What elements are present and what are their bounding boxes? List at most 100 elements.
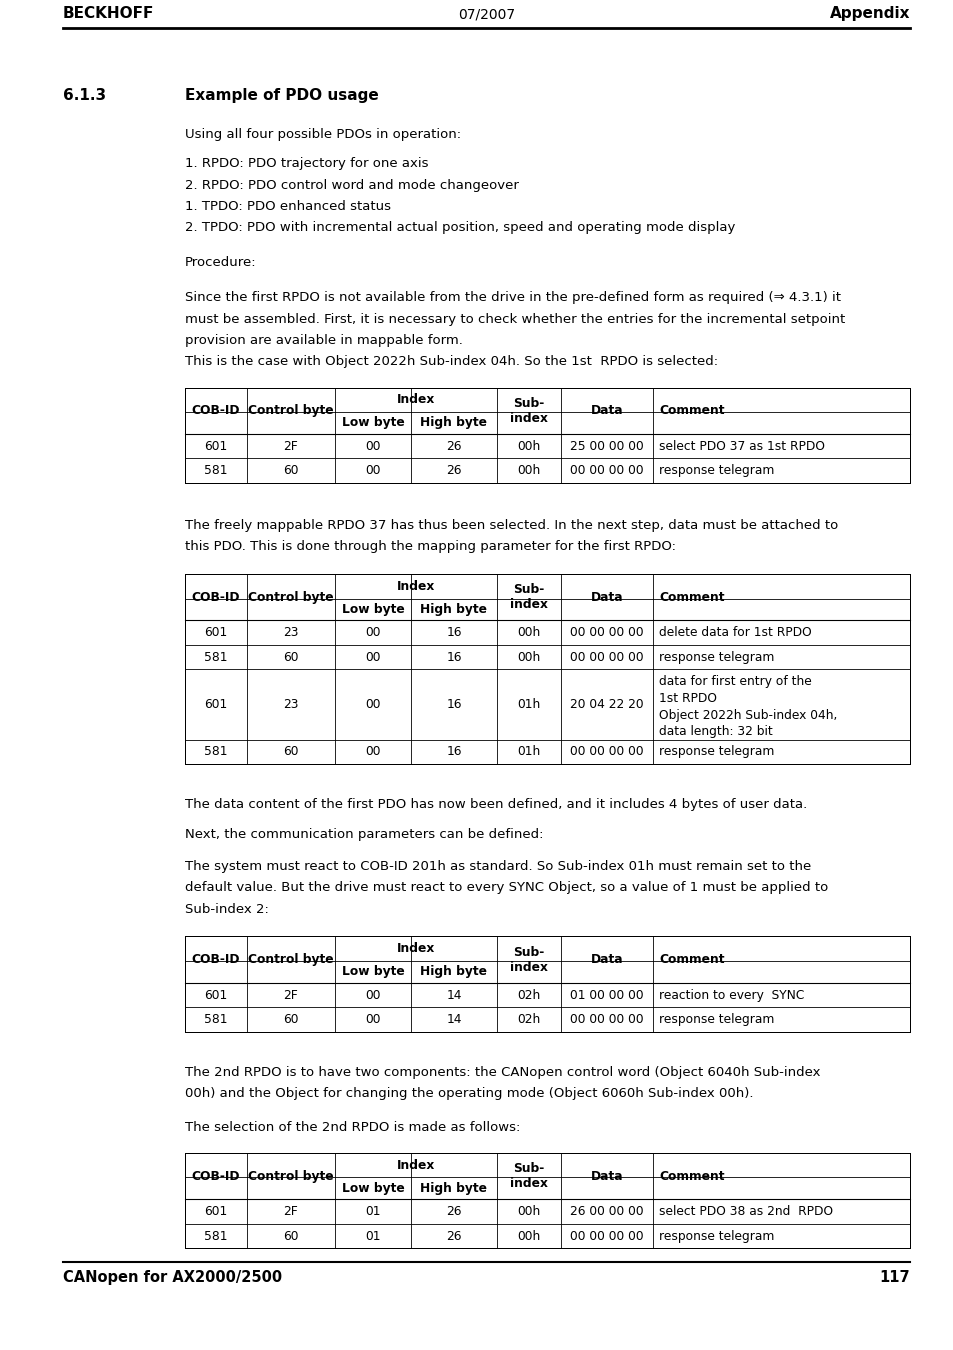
- Text: 00h: 00h: [517, 1230, 540, 1243]
- Text: 07/2007: 07/2007: [457, 7, 515, 22]
- Text: Index: Index: [396, 393, 435, 406]
- Text: High byte: High byte: [420, 1183, 487, 1195]
- Text: 01 00 00 00: 01 00 00 00: [570, 988, 643, 1002]
- Text: 16: 16: [446, 651, 461, 664]
- Bar: [185, 574, 909, 764]
- Text: delete data for 1st RPDO: delete data for 1st RPDO: [659, 626, 811, 640]
- Text: 25 00 00 00: 25 00 00 00: [570, 440, 643, 452]
- Text: 2. TPDO: PDO with incremental actual position, speed and operating mode display: 2. TPDO: PDO with incremental actual pos…: [185, 221, 735, 235]
- Text: 00: 00: [365, 464, 380, 478]
- Text: 00: 00: [365, 1014, 380, 1026]
- Bar: [185, 1153, 909, 1249]
- Text: Control byte: Control byte: [248, 1169, 334, 1183]
- Text: Low byte: Low byte: [341, 417, 404, 429]
- Text: 01h: 01h: [517, 745, 540, 759]
- Text: High byte: High byte: [420, 417, 487, 429]
- Text: Procedure:: Procedure:: [185, 256, 256, 269]
- Text: Sub-
index: Sub- index: [510, 397, 547, 425]
- Text: 00h: 00h: [517, 440, 540, 452]
- Text: 14: 14: [446, 988, 461, 1002]
- Text: 60: 60: [283, 1014, 298, 1026]
- Text: 00: 00: [365, 440, 380, 452]
- Text: provision are available in mappable form.: provision are available in mappable form…: [185, 333, 462, 347]
- Text: Control byte: Control byte: [248, 953, 334, 967]
- Text: Sub-index 2:: Sub-index 2:: [185, 903, 269, 917]
- Text: 00h: 00h: [517, 651, 540, 664]
- Text: 14: 14: [446, 1014, 461, 1026]
- Text: Data: Data: [590, 591, 622, 603]
- Text: 00h: 00h: [517, 464, 540, 478]
- Text: The freely mappable RPDO 37 has thus been selected. In the next step, data must : The freely mappable RPDO 37 has thus bee…: [185, 518, 838, 532]
- Text: 1st RPDO: 1st RPDO: [659, 693, 717, 705]
- Text: 00 00 00 00: 00 00 00 00: [570, 745, 643, 759]
- Text: The selection of the 2nd RPDO is made as follows:: The selection of the 2nd RPDO is made as…: [185, 1120, 519, 1134]
- Text: Using all four possible PDOs in operation:: Using all four possible PDOs in operatio…: [185, 128, 460, 140]
- Text: COB-ID: COB-ID: [192, 591, 240, 603]
- Text: 26: 26: [446, 1206, 461, 1218]
- Text: select PDO 37 as 1st RPDO: select PDO 37 as 1st RPDO: [659, 440, 824, 452]
- Text: 1. TPDO: PDO enhanced status: 1. TPDO: PDO enhanced status: [185, 200, 391, 213]
- Text: Control byte: Control byte: [248, 404, 334, 417]
- Text: 601: 601: [204, 988, 228, 1002]
- Text: 00: 00: [365, 626, 380, 640]
- Text: Comment: Comment: [659, 404, 723, 417]
- Text: 00 00 00 00: 00 00 00 00: [570, 651, 643, 664]
- Text: Since the first RPDO is not available from the drive in the pre-defined form as : Since the first RPDO is not available fr…: [185, 292, 841, 304]
- Text: 581: 581: [204, 651, 228, 664]
- Text: 26: 26: [446, 440, 461, 452]
- Text: BECKHOFF: BECKHOFF: [63, 5, 154, 22]
- Text: Data: Data: [590, 1169, 622, 1183]
- Text: this PDO. This is done through the mapping parameter for the first RPDO:: this PDO. This is done through the mappi…: [185, 540, 676, 553]
- Text: Comment: Comment: [659, 1169, 723, 1183]
- Text: 20 04 22 20: 20 04 22 20: [570, 698, 643, 711]
- Text: This is the case with Object 2022h Sub-index 04h. So the 1st  RPDO is selected:: This is the case with Object 2022h Sub-i…: [185, 355, 718, 369]
- Text: Low byte: Low byte: [341, 603, 404, 616]
- Text: COB-ID: COB-ID: [192, 404, 240, 417]
- Text: 00: 00: [365, 651, 380, 664]
- Text: 00: 00: [365, 698, 380, 711]
- Text: 00 00 00 00: 00 00 00 00: [570, 1014, 643, 1026]
- Text: must be assembled. First, it is necessary to check whether the entries for the i: must be assembled. First, it is necessar…: [185, 312, 844, 325]
- Text: 00: 00: [365, 745, 380, 759]
- Text: 60: 60: [283, 464, 298, 478]
- Text: Next, the communication parameters can be defined:: Next, the communication parameters can b…: [185, 828, 543, 841]
- Text: 00h: 00h: [517, 626, 540, 640]
- Text: The data content of the first PDO has now been defined, and it includes 4 bytes : The data content of the first PDO has no…: [185, 798, 806, 811]
- Text: 601: 601: [204, 440, 228, 452]
- Text: 23: 23: [283, 626, 298, 640]
- Text: Control byte: Control byte: [248, 591, 334, 603]
- Text: 00 00 00 00: 00 00 00 00: [570, 464, 643, 478]
- Text: 581: 581: [204, 1014, 228, 1026]
- Text: response telegram: response telegram: [659, 1014, 774, 1026]
- Text: data length: 32 bit: data length: 32 bit: [659, 725, 772, 738]
- Text: response telegram: response telegram: [659, 1230, 774, 1243]
- Text: 02h: 02h: [517, 1014, 540, 1026]
- Text: High byte: High byte: [420, 603, 487, 616]
- Text: response telegram: response telegram: [659, 745, 774, 759]
- Text: 581: 581: [204, 745, 228, 759]
- Text: 2F: 2F: [283, 440, 298, 452]
- Text: Sub-
index: Sub- index: [510, 583, 547, 612]
- Text: 16: 16: [446, 698, 461, 711]
- Text: response telegram: response telegram: [659, 464, 774, 478]
- Text: Sub-
index: Sub- index: [510, 1162, 547, 1191]
- Text: 26: 26: [446, 1230, 461, 1243]
- Text: 2. RPDO: PDO control word and mode changeover: 2. RPDO: PDO control word and mode chang…: [185, 178, 518, 192]
- Text: 601: 601: [204, 1206, 228, 1218]
- Text: 581: 581: [204, 1230, 228, 1243]
- Text: 01: 01: [365, 1230, 380, 1243]
- Text: Index: Index: [396, 942, 435, 956]
- Text: 01: 01: [365, 1206, 380, 1218]
- Text: default value. But the drive must react to every SYNC Object, so a value of 1 mu: default value. But the drive must react …: [185, 882, 827, 895]
- Text: Comment: Comment: [659, 591, 723, 603]
- Text: Data: Data: [590, 404, 622, 417]
- Text: 60: 60: [283, 651, 298, 664]
- Bar: [185, 937, 909, 1031]
- Text: 601: 601: [204, 626, 228, 640]
- Text: reaction to every  SYNC: reaction to every SYNC: [659, 988, 803, 1002]
- Text: 6.1.3: 6.1.3: [63, 88, 106, 103]
- Text: response telegram: response telegram: [659, 651, 774, 664]
- Text: 00h) and the Object for changing the operating mode (Object 6060h Sub-index 00h): 00h) and the Object for changing the ope…: [185, 1088, 753, 1100]
- Text: select PDO 38 as 2nd  RPDO: select PDO 38 as 2nd RPDO: [659, 1206, 832, 1218]
- Text: Index: Index: [396, 579, 435, 593]
